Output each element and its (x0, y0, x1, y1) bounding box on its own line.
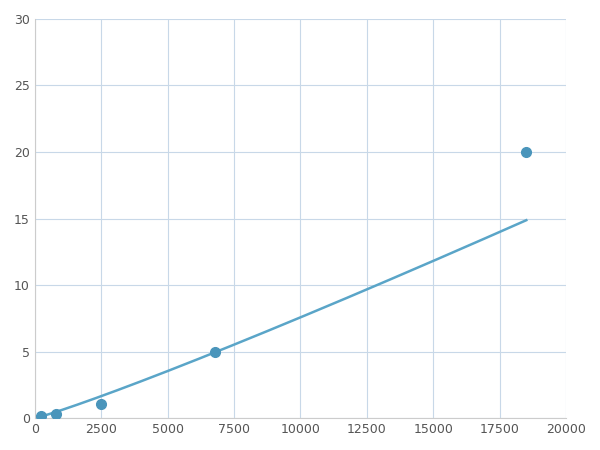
Point (37, 412, 46, 419)
Point (51, 410, 61, 417)
Point (96, 400, 106, 407)
Point (521, 148, 531, 156)
Point (211, 348, 220, 356)
